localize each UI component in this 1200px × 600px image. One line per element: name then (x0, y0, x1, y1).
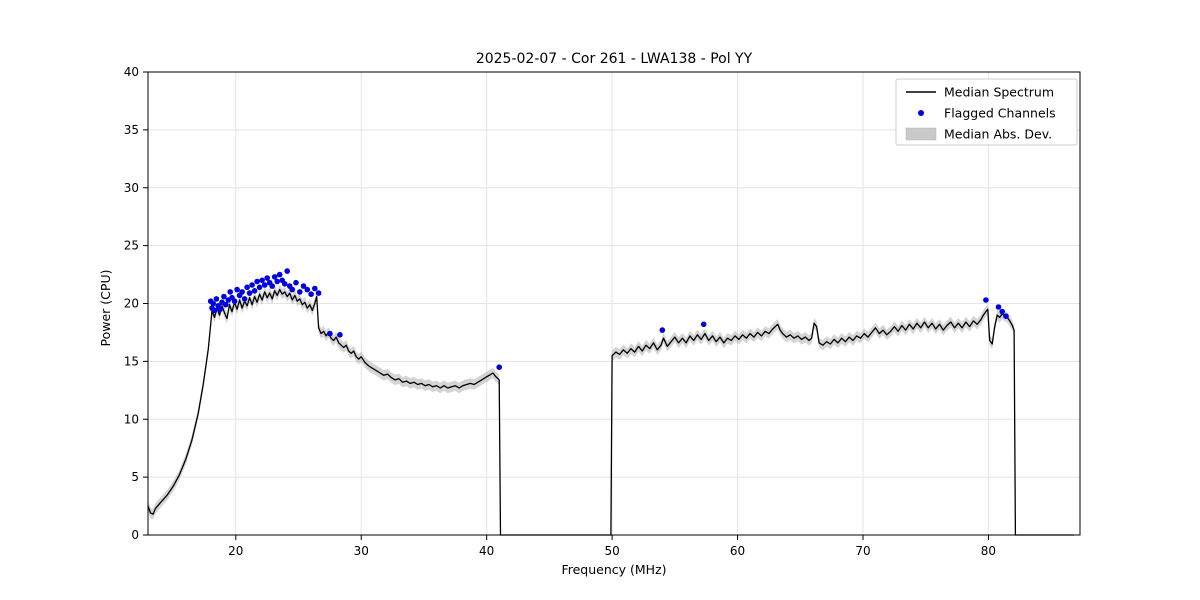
flagged-channel-marker (254, 278, 260, 285)
y-tick-label: 5 (131, 470, 139, 484)
flagged-channel-marker (315, 290, 322, 296)
x-tick-label: 20 (228, 544, 243, 558)
flagged-channel-marker (261, 282, 268, 288)
flagged-channel-marker (289, 286, 296, 293)
legend-label-mad: Median Abs. Dev. (944, 127, 1052, 142)
legend: Median Spectrum Flagged Channels Median … (895, 78, 1078, 146)
x-tick-label: 60 (730, 544, 745, 558)
flagged-channel-marker (304, 286, 311, 293)
flagged-channel-marker (264, 275, 271, 281)
plot-border (147, 71, 1081, 536)
flagged-channel-marker (241, 296, 248, 302)
y-tick-label: 10 (124, 412, 139, 426)
flagged-channel-marker (223, 301, 229, 308)
x-tick-label: 80 (981, 544, 996, 558)
y-tick-label: 30 (124, 181, 139, 195)
legend-box (895, 78, 1078, 146)
flagged-channel-marker (251, 288, 258, 294)
flagged-channel-marker (337, 332, 343, 338)
flagged-channel-marker (995, 304, 1002, 310)
y-tick-label: 35 (124, 123, 139, 137)
y-tick-label: 0 (131, 528, 139, 542)
flagged-channel-marker (300, 283, 307, 289)
flagged-channel-marker (659, 327, 666, 333)
flagged-channel-marker (308, 291, 314, 298)
y-tick-label: 25 (124, 239, 139, 253)
axis-layer: 20 30 40 50 60 70 80 0 5 10 15 20 25 30 35 40 (124, 65, 996, 558)
flagged-channel-marker (293, 279, 299, 286)
flagged-channel-marker (297, 289, 303, 295)
x-tick-label: 40 (479, 544, 494, 558)
flagged-channel-marker (221, 293, 227, 300)
median-spectrum-line (147, 288, 1075, 536)
legend-band-sample (905, 127, 937, 141)
flagged-channel-marker (276, 271, 283, 278)
flagged-channel-marker (231, 298, 238, 305)
flagged-channel-marker (274, 278, 281, 285)
flagged-channel-marker (999, 308, 1005, 315)
flagged-channel-marker (312, 285, 318, 292)
x-tick-label: 30 (354, 544, 369, 558)
y-tick-label: 20 (124, 297, 139, 311)
y-tick-label: 15 (124, 354, 139, 368)
x-tick-label: 50 (604, 544, 619, 558)
flagged-channel-marker (271, 274, 278, 280)
flagged-channel-marker (700, 321, 707, 328)
flagged-channel-marker (211, 307, 218, 314)
flagged-channel-marker (327, 330, 333, 337)
x-axis-label: Frequency (MHz) (561, 562, 666, 577)
x-tick-label: 70 (855, 544, 870, 558)
flagged-channel-marker (246, 290, 253, 296)
flagged-channel-marker (213, 296, 220, 302)
legend-label-median-spectrum: Median Spectrum (944, 85, 1054, 100)
data-layer (147, 268, 1075, 536)
flagged-channel-marker (496, 364, 503, 371)
flagged-channel-marker (259, 277, 265, 284)
flagged-channel-marker (210, 300, 216, 307)
y-axis-label: Power (CPU) (98, 270, 113, 347)
flagged-channel-marker (249, 282, 255, 288)
legend-label-flagged-channels: Flagged Channels (944, 106, 1056, 121)
flagged-channel-marker (234, 286, 240, 293)
flagged-channel-marker (227, 289, 233, 295)
y-tick-label: 40 (124, 65, 139, 79)
flagged-channel-marker (1003, 313, 1009, 320)
chart-title: 2025-02-07 - Cor 261 - LWA138 - Pol YY (476, 51, 753, 67)
flagged-channel-marker (284, 268, 291, 274)
flagged-channel-marker (281, 281, 288, 287)
flagged-channel-marker (239, 289, 245, 295)
flagged-channel-marker (244, 284, 250, 291)
flagged-channel-marker (217, 306, 223, 313)
flagged-channel-marker (269, 283, 276, 289)
legend-marker-sample (918, 110, 924, 116)
flagged-channel-marker (256, 284, 263, 291)
flagged-channel-marker (983, 297, 989, 303)
